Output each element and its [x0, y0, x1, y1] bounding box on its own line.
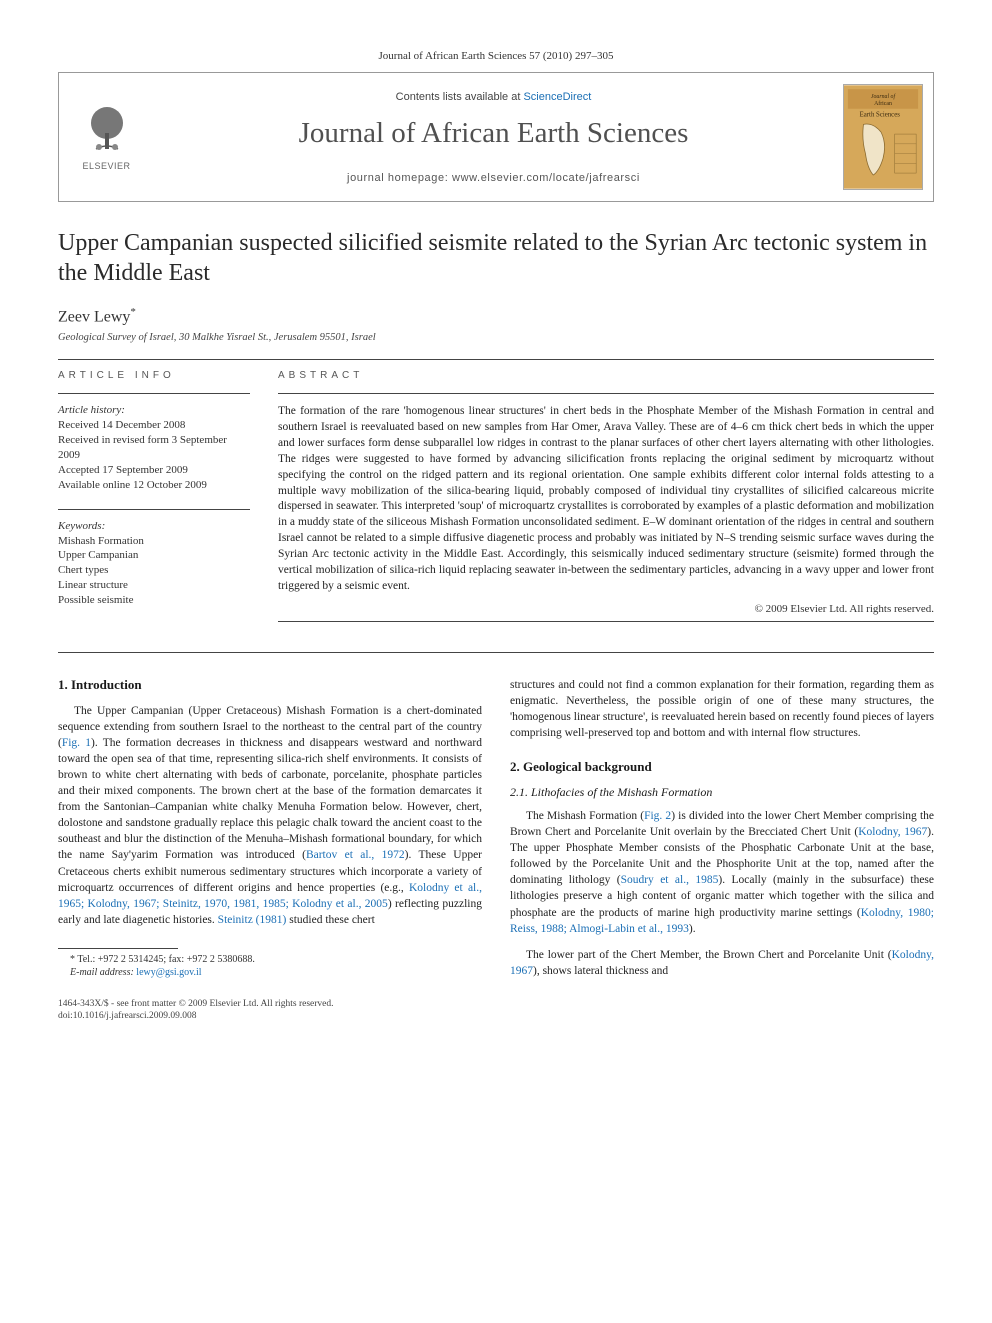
contents-prefix: Contents lists available at — [396, 91, 524, 103]
citation-link[interactable]: Steinitz (1981) — [218, 914, 287, 926]
para-text: The lower part of the Chert Member, the … — [510, 949, 934, 977]
keywords-block: Keywords: Mishash Formation Upper Campan… — [58, 520, 250, 608]
divider — [58, 652, 934, 653]
citation-link[interactable]: Soudry et al., 1985 — [621, 874, 719, 886]
keyword: Mishash Formation — [58, 534, 250, 549]
divider — [58, 393, 250, 394]
journal-homepage: journal homepage: www.elsevier.com/locat… — [164, 172, 823, 184]
keyword: Linear structure — [58, 578, 250, 593]
issn-line: 1464-343X/$ - see front matter © 2009 El… — [58, 998, 482, 1010]
article-history-block: Article history: Received 14 December 20… — [58, 404, 250, 492]
divider — [58, 509, 250, 510]
body-left-column: 1. Introduction The Upper Campanian (Upp… — [58, 677, 482, 1023]
publisher-logo: ELSEVIER — [59, 73, 154, 201]
section-heading-background: 2. Geological background — [510, 759, 934, 775]
corresponding-email: E-mail address: lewy@gsi.gov.il — [58, 966, 482, 980]
svg-text:Earth Sciences: Earth Sciences — [860, 112, 901, 119]
divider — [278, 621, 934, 622]
history-line: Available online 12 October 2009 — [58, 478, 250, 493]
article-info-label: ARTICLE INFO — [58, 370, 250, 381]
footnote-divider — [58, 948, 178, 949]
body-paragraph: structures and could not find a common e… — [510, 677, 934, 741]
doi-line: doi:10.1016/j.jafrearsci.2009.09.008 — [58, 1010, 482, 1022]
divider — [278, 393, 934, 394]
section-heading-intro: 1. Introduction — [58, 677, 482, 693]
keywords-heading: Keywords: — [58, 520, 250, 532]
body-paragraph: The lower part of the Chert Member, the … — [510, 947, 934, 979]
body-two-column: 1. Introduction The Upper Campanian (Upp… — [58, 677, 934, 1023]
journal-header: ELSEVIER Contents lists available at Sci… — [58, 72, 934, 202]
author-name: Zeev Lewy* — [58, 306, 934, 326]
body-paragraph: The Upper Campanian (Upper Cretaceous) M… — [58, 703, 482, 928]
history-line: Received in revised form 3 September 200… — [58, 433, 250, 463]
history-line: Received 14 December 2008 — [58, 418, 250, 433]
citation-link[interactable]: Kolodny, 1967 — [858, 826, 927, 838]
contents-available-line: Contents lists available at ScienceDirec… — [164, 91, 823, 103]
divider — [58, 359, 934, 360]
front-matter-meta: 1464-343X/$ - see front matter © 2009 El… — [58, 998, 482, 1023]
para-text: The Upper Campanian (Upper Cretaceous) M… — [58, 705, 482, 926]
email-link[interactable]: lewy@gsi.gov.il — [136, 967, 201, 978]
history-line: Accepted 17 September 2009 — [58, 463, 250, 478]
para-text: The Mishash Formation (Fig. 2) is divide… — [510, 810, 934, 935]
citation-link[interactable]: Kolodny, 1980; Reiss, 1988; Almogi-Labin… — [510, 907, 934, 935]
figure-ref-link[interactable]: Fig. 2 — [644, 810, 671, 822]
body-paragraph: The Mishash Formation (Fig. 2) is divide… — [510, 808, 934, 937]
figure-ref-link[interactable]: Fig. 1 — [62, 737, 91, 749]
email-label: E-mail address: — [70, 967, 136, 978]
citation-link[interactable]: Bartov et al., 1972 — [306, 849, 405, 861]
corresponding-contact: * Tel.: +972 2 5314245; fax: +972 2 5380… — [58, 953, 482, 967]
abstract-column: ABSTRACT The formation of the rare 'homo… — [278, 370, 934, 631]
header-center: Contents lists available at ScienceDirec… — [154, 83, 833, 192]
citation-link[interactable]: Kolodny, 1967 — [510, 949, 934, 977]
elsevier-tree-icon — [84, 103, 130, 159]
journal-title: Journal of African Earth Sciences — [164, 117, 823, 150]
author-affiliation: Geological Survey of Israel, 30 Malkhe Y… — [58, 332, 934, 343]
cover-image-icon: Journal of African Earth Sciences — [843, 84, 923, 190]
keyword: Possible seismite — [58, 593, 250, 608]
history-heading: Article history: — [58, 404, 250, 416]
publisher-name: ELSEVIER — [82, 161, 130, 171]
abstract-label: ABSTRACT — [278, 370, 934, 381]
article-info-column: ARTICLE INFO Article history: Received 1… — [58, 370, 250, 631]
journal-citation: Journal of African Earth Sciences 57 (20… — [58, 50, 934, 62]
keyword: Upper Campanian — [58, 548, 250, 563]
article-title: Upper Campanian suspected silicified sei… — [58, 228, 934, 288]
subsection-heading: 2.1. Lithofacies of the Mishash Formatio… — [510, 785, 934, 800]
body-right-column: structures and could not find a common e… — [510, 677, 934, 1023]
author-corresponding-mark: * — [130, 306, 136, 318]
svg-text:Journal of: Journal of — [871, 93, 897, 100]
citation-link[interactable]: Kolodny et al., 1965; Kolodny, 1967; Ste… — [58, 882, 482, 910]
abstract-text: The formation of the rare 'homogenous li… — [278, 404, 934, 594]
sciencedirect-link[interactable]: ScienceDirect — [523, 91, 591, 103]
author-text: Zeev Lewy — [58, 308, 130, 325]
keyword: Chert types — [58, 563, 250, 578]
svg-text:African: African — [874, 100, 892, 107]
abstract-copyright: © 2009 Elsevier Ltd. All rights reserved… — [278, 603, 934, 615]
journal-cover-thumb: Journal of African Earth Sciences — [833, 73, 933, 201]
